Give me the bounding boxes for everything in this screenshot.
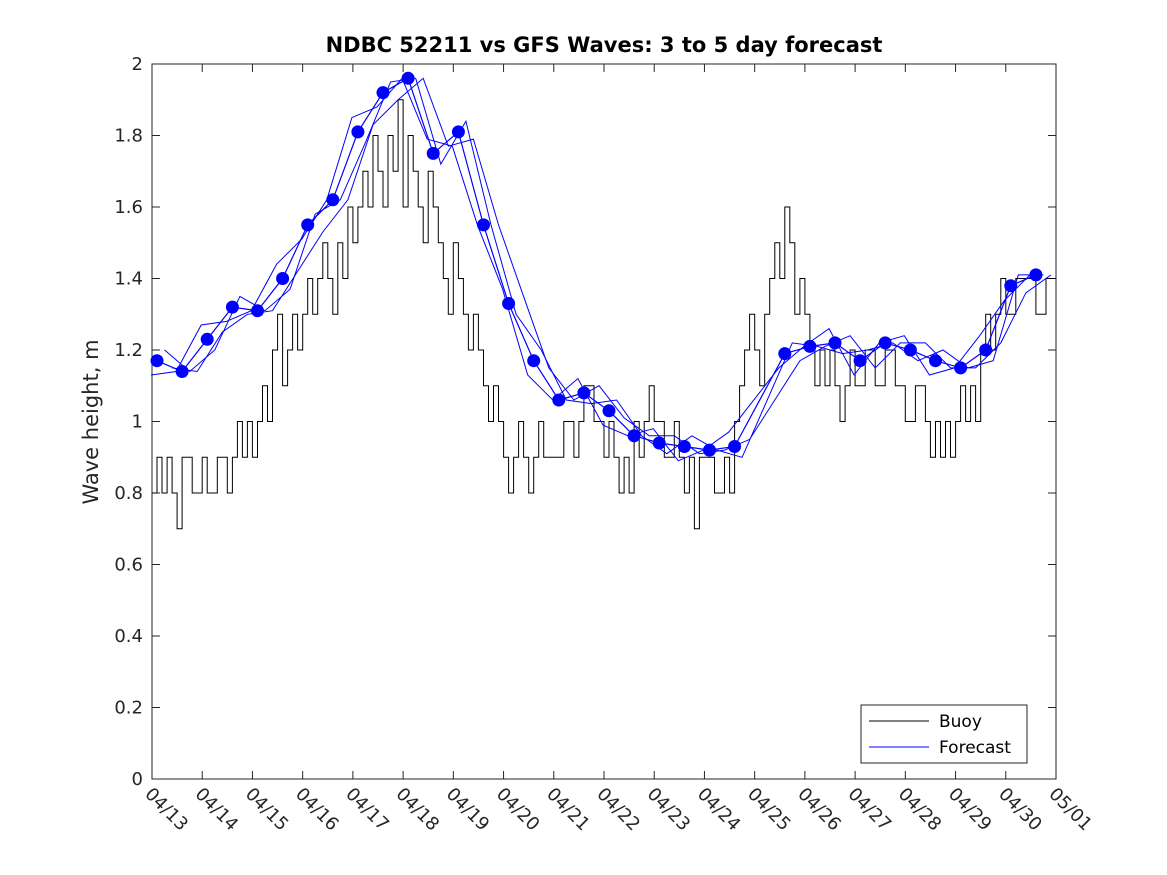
forecast-point <box>477 218 490 232</box>
forecast-run-line <box>172 77 1052 455</box>
y-tick-label: 0 <box>132 769 143 790</box>
forecast-point <box>703 443 716 457</box>
x-tick-label: 05/01 <box>1044 784 1096 836</box>
y-tick-label: 0.6 <box>114 555 143 576</box>
forecast-point <box>803 339 817 353</box>
x-tick-label: 04/13 <box>140 784 192 836</box>
forecast-point <box>1004 279 1018 293</box>
x-tick-label: 04/29 <box>944 784 996 836</box>
y-tick-label: 0.4 <box>114 626 143 647</box>
forecast-point <box>728 440 742 453</box>
forecast-point <box>577 386 591 400</box>
forecast-point <box>652 436 666 450</box>
forecast-point <box>1029 268 1043 282</box>
forecast-point <box>853 354 867 368</box>
y-axis-label: Wave height, m <box>79 339 103 504</box>
forecast-point <box>778 347 792 361</box>
x-tick-label: 04/25 <box>743 784 795 836</box>
chart-title: NDBC 52211 vs GFS Waves: 3 to 5 day fore… <box>326 33 883 57</box>
forecast-point <box>401 71 415 85</box>
y-tick-label: 1.2 <box>114 340 143 361</box>
x-tick-label: 04/14 <box>191 784 243 836</box>
forecast-point <box>451 125 465 139</box>
forecast-point <box>301 218 315 232</box>
y-tick-label: 1.8 <box>114 126 143 147</box>
forecast-point <box>200 332 214 346</box>
x-tick-label: 04/22 <box>592 784 644 836</box>
y-tick-label: 1.4 <box>114 269 143 290</box>
forecast-point <box>502 297 516 310</box>
legend: Buoy Forecast <box>860 704 1028 764</box>
y-tick-label: 1 <box>132 412 143 433</box>
forecast-point <box>552 393 566 407</box>
forecast-point <box>326 193 340 207</box>
legend-forecast-label: Forecast <box>939 738 1011 758</box>
y-tick-label: 0.2 <box>114 698 143 719</box>
forecast-point <box>225 300 239 314</box>
x-tick-label: 04/30 <box>994 784 1046 836</box>
y-tick-label: 2 <box>132 54 143 75</box>
x-tick-label: 04/23 <box>643 784 695 836</box>
x-tick-label: 04/15 <box>241 784 293 836</box>
x-tick-label: 04/26 <box>793 784 845 836</box>
x-tick-label: 04/16 <box>291 784 343 836</box>
legend-box <box>860 704 1028 764</box>
forecast-point <box>276 272 290 285</box>
x-tick-label: 04/28 <box>894 784 946 836</box>
x-tick-label: 04/24 <box>693 784 745 836</box>
x-tick-label: 04/21 <box>542 784 594 836</box>
forecast-point <box>251 304 264 318</box>
forecast-point <box>903 343 917 357</box>
forecast-point <box>351 125 365 139</box>
legend-buoy-label: Buoy <box>939 712 982 732</box>
forecast-point <box>878 336 892 350</box>
forecast-point <box>828 336 842 350</box>
forecast-series-line <box>156 77 1037 451</box>
forecast-point <box>677 440 691 453</box>
x-tick-label: 04/20 <box>492 784 544 836</box>
forecast-point <box>426 146 440 160</box>
x-tick-label: 04/18 <box>392 784 444 836</box>
x-tick-label: 04/19 <box>442 784 494 836</box>
y-tick-label: 1.6 <box>114 197 143 218</box>
x-tick-label: 04/27 <box>844 784 896 836</box>
y-tick-label: 0.8 <box>114 483 143 504</box>
buoy-series-line <box>152 99 1056 530</box>
forecast-point <box>627 429 641 443</box>
forecast-point <box>602 404 616 418</box>
forecast-point <box>175 365 189 378</box>
forecast-point <box>954 361 968 375</box>
forecast-point <box>929 354 942 368</box>
x-tick-label: 04/17 <box>341 784 393 836</box>
forecast-point <box>150 354 164 368</box>
forecast-point <box>376 86 390 100</box>
forecast-point <box>527 354 541 368</box>
forecast-point <box>979 343 993 357</box>
forecast-run-line <box>164 77 1044 458</box>
